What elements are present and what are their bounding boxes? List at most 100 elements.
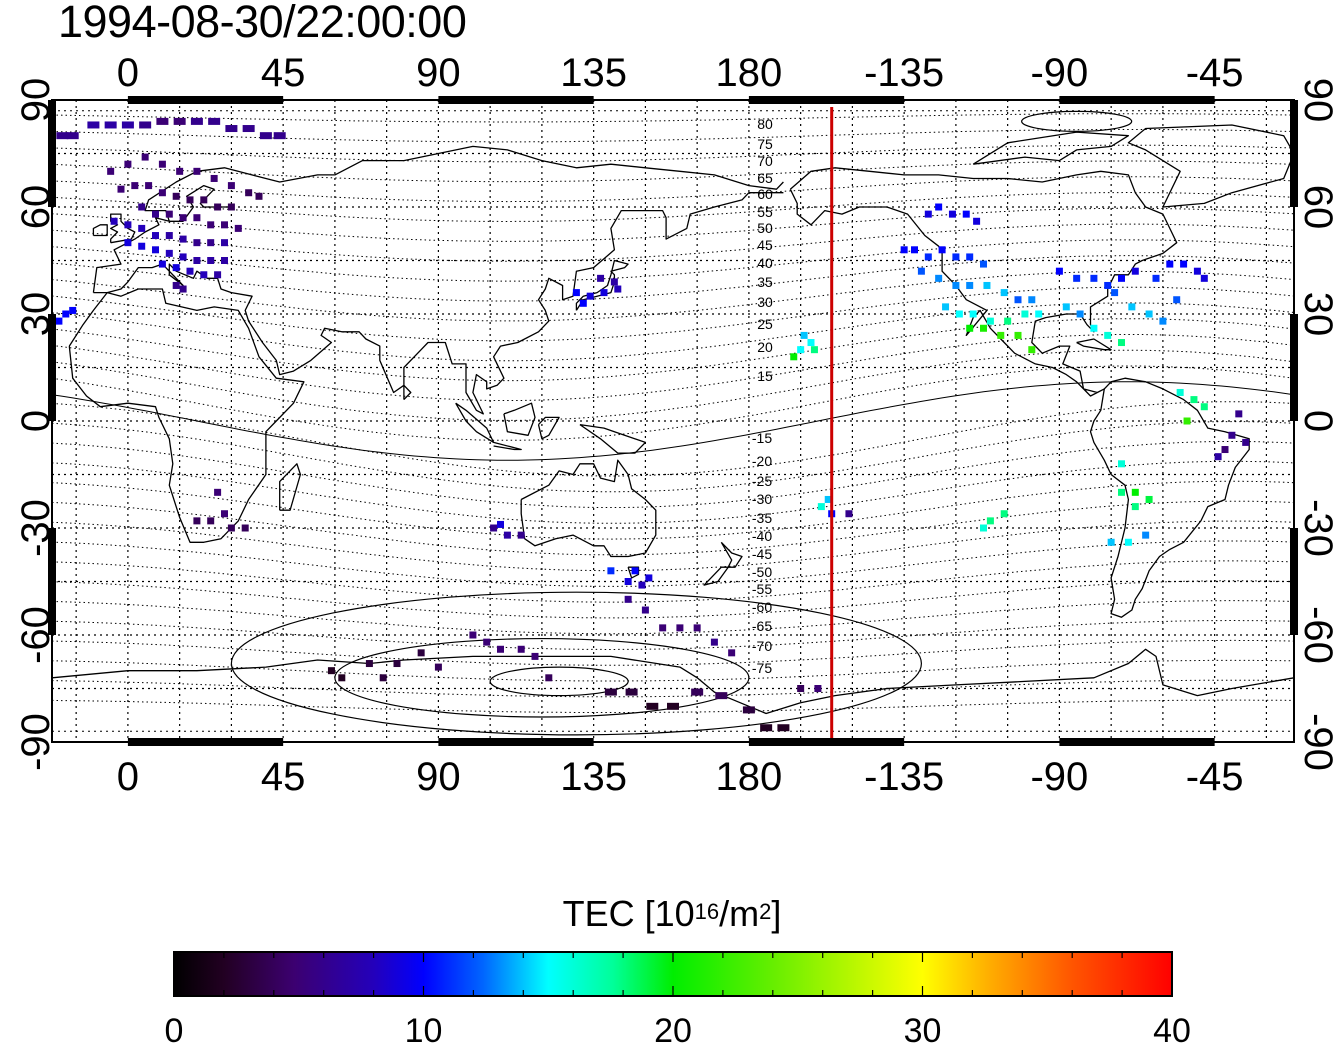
tec-point <box>625 688 638 696</box>
frame-bar <box>748 738 905 746</box>
tec-point <box>110 217 118 225</box>
tec-point <box>1124 538 1132 546</box>
tec-point <box>1055 267 1063 275</box>
tec-point <box>55 317 63 325</box>
contour-line <box>52 580 1294 619</box>
tec-point <box>983 281 991 289</box>
contour-line <box>52 113 1294 123</box>
bottom-lon-label: 135 <box>560 755 627 799</box>
contour-line <box>52 460 1294 524</box>
tec-point <box>604 688 617 696</box>
tec-point <box>417 649 425 657</box>
tec-point <box>327 667 335 675</box>
tec-point <box>434 663 442 671</box>
tec-point <box>638 581 646 589</box>
tec-point <box>760 724 773 732</box>
contour-line <box>52 480 1294 540</box>
tec-point <box>1014 296 1022 304</box>
tec-point <box>1090 274 1098 282</box>
map-grid <box>52 100 1294 742</box>
tec-point <box>200 271 208 279</box>
left-lat-label: -30 <box>14 499 58 557</box>
tec-point <box>691 688 704 696</box>
tec-point <box>962 210 970 218</box>
tec-point <box>227 524 235 532</box>
tec-point <box>693 624 701 632</box>
coastline-segment <box>1076 338 1112 351</box>
top-lon-label: 180 <box>716 51 783 95</box>
frame-bar <box>48 100 56 207</box>
tec-point <box>924 253 932 261</box>
tec-point <box>200 196 208 204</box>
coastline-segment <box>720 541 743 568</box>
tec-point <box>214 203 222 211</box>
contour-line <box>52 223 1294 262</box>
coastline-segment <box>403 384 412 401</box>
left-lat-label: -90 <box>14 713 58 771</box>
top-lon-label: -45 <box>1186 51 1244 95</box>
contour-line <box>52 129 1294 143</box>
tec-point <box>641 606 649 614</box>
contour-label: -55 <box>752 581 772 597</box>
tec-point <box>966 281 974 289</box>
tec-point <box>1118 460 1125 468</box>
tec-point <box>942 303 950 311</box>
tec-point <box>917 267 925 275</box>
tec-point <box>503 531 511 539</box>
coastline-segment <box>579 423 647 454</box>
coastline-segment <box>279 463 302 511</box>
frame-bar <box>127 96 284 104</box>
contour-line <box>52 540 1294 587</box>
tec-point <box>817 503 825 511</box>
top-lon-label: 0 <box>117 51 139 95</box>
frame-bar <box>48 314 56 421</box>
tec-point <box>807 339 815 347</box>
tec-point <box>131 182 139 190</box>
coastline-segment <box>537 416 560 440</box>
contour-label: -40 <box>752 528 772 544</box>
tec-point <box>497 645 504 653</box>
tec-point <box>210 174 218 182</box>
tec-point <box>1200 403 1208 411</box>
coastline-segment <box>972 131 1130 165</box>
coastline-segment <box>627 566 640 579</box>
tec-point <box>1159 317 1167 325</box>
coastline-segment <box>493 441 522 451</box>
tec-point <box>221 257 228 264</box>
frame-bar <box>1290 314 1298 421</box>
contour-label: 25 <box>757 316 773 332</box>
tec-point <box>1118 339 1125 347</box>
tec-point <box>1062 303 1070 311</box>
contour-line <box>52 520 1294 572</box>
bottom-lon-label: -135 <box>864 755 944 799</box>
tec-point <box>517 531 525 539</box>
frame-bar <box>1290 528 1298 635</box>
bottom-lon-label: 0 <box>117 755 139 799</box>
tec-point <box>156 117 169 125</box>
tec-point <box>497 520 504 528</box>
right-lat-label: 0 <box>1296 410 1340 432</box>
tec-point <box>545 674 553 682</box>
tec-point <box>980 524 987 532</box>
tec-point <box>152 246 159 254</box>
tec-point <box>952 253 960 261</box>
tec-point <box>152 232 159 240</box>
contour-label: -70 <box>752 638 772 654</box>
coastline-segment <box>455 402 495 444</box>
tec-point <box>145 182 153 190</box>
contour-oval <box>489 666 629 697</box>
tec-point <box>242 125 255 133</box>
tec-point <box>814 685 822 692</box>
tec-point <box>193 214 201 222</box>
tec-point <box>935 203 943 211</box>
tec-point <box>966 324 974 332</box>
tec-point <box>1173 296 1181 304</box>
bottom-lon-label: 45 <box>261 755 306 799</box>
coastline-segment <box>92 145 784 293</box>
tec-point <box>1073 274 1081 282</box>
frame-bar <box>1290 100 1298 207</box>
tec-point <box>379 674 387 682</box>
tec-point <box>179 235 187 243</box>
coastline-segment <box>1089 377 1250 618</box>
coastline-segment <box>110 213 136 244</box>
